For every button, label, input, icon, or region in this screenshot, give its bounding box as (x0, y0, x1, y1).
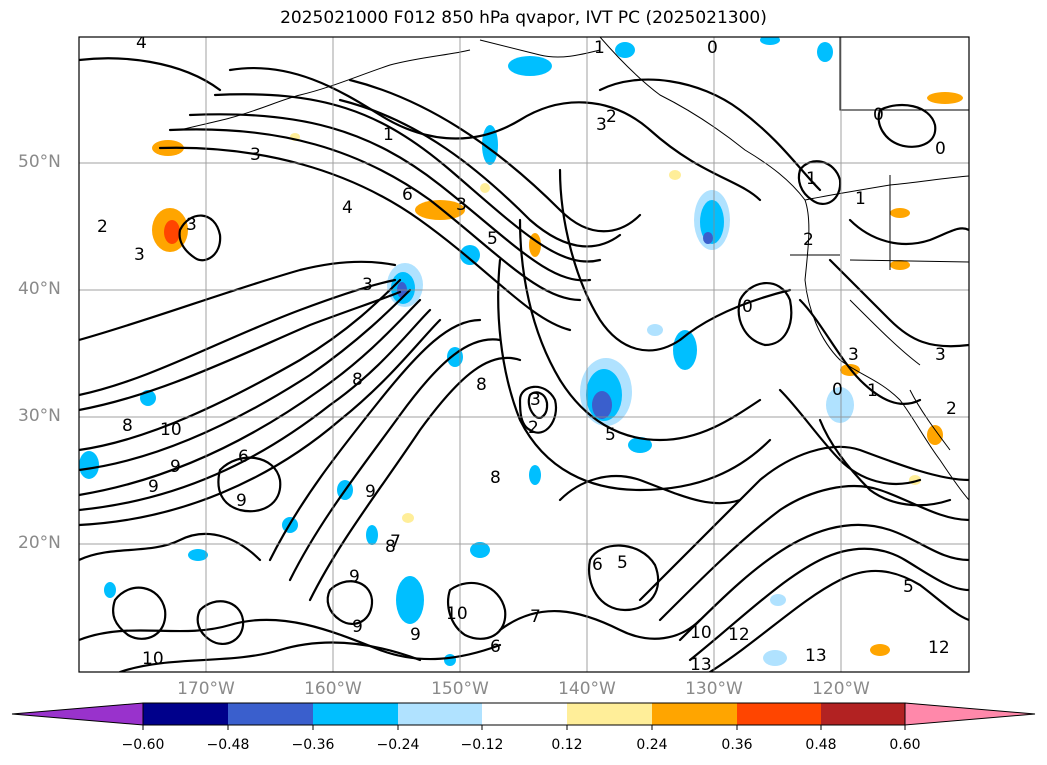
contour-label: 0 (742, 297, 753, 317)
contour-label: 6 (490, 637, 501, 657)
negative-anomaly-patches (79, 37, 854, 666)
contour-label: 9 (349, 567, 360, 587)
contour-label: 1 (383, 125, 394, 145)
coastlines (179, 37, 969, 501)
contour-label: 6 (238, 447, 249, 467)
colorbar-tick-label: −0.24 (376, 737, 420, 753)
colorbar-tick-label: −0.60 (121, 737, 165, 753)
contour-label: 9 (410, 625, 421, 645)
colorbar-tick-label: −0.48 (206, 737, 250, 753)
contour-label: 10 (446, 604, 468, 624)
contour-label: 13 (690, 655, 712, 675)
contour-label: 1 (594, 38, 605, 58)
contour-label: 5 (605, 425, 616, 445)
colorbar-tick-label: 0.24 (636, 737, 668, 753)
contour-label: 6 (592, 555, 603, 575)
gridlines (79, 37, 969, 672)
contour-label: 12 (728, 625, 750, 645)
contour-label: 3 (530, 390, 541, 410)
contour-label: 3 (186, 215, 197, 235)
colorbar-bin (313, 703, 398, 725)
contour-label: 7 (530, 607, 541, 627)
colorbar-frame (142, 702, 906, 726)
contour-label: 8 (476, 375, 487, 395)
contour-label: 0 (707, 38, 718, 58)
contour-labels: 4 3 3 2 3 4 6 5 3 3 8 8 9 10 9 9 8 9 6 8… (97, 33, 957, 675)
lon-label: 130°W (685, 679, 743, 699)
lat-label: 40°N (18, 279, 61, 299)
colorbar-bin (143, 703, 228, 725)
contour-label: 5 (617, 553, 628, 573)
contour-label: 9 (148, 477, 159, 497)
lon-label: 150°W (431, 679, 489, 699)
contour-label: 2 (803, 230, 814, 250)
contour-label: 12 (928, 638, 950, 658)
contour-label: 3 (134, 245, 145, 265)
map-title: 2025021000 F012 850 hPa qvapor, IVT PC (… (280, 8, 767, 28)
contour-label: 3 (362, 275, 373, 295)
colorbar-tick-label: 0.36 (721, 737, 753, 753)
positive-anomaly-patches (152, 92, 963, 656)
contour-label: 2 (606, 107, 617, 127)
lon-label: 140°W (558, 679, 616, 699)
colorbar (11, 702, 1036, 730)
contour-label: 8 (122, 416, 133, 436)
colorbar-bin (228, 703, 313, 725)
contour-label: 1 (806, 169, 817, 189)
contour-label: 9 (170, 457, 181, 477)
ivt-contour-lines (79, 57, 969, 672)
map-frame (78, 36, 970, 673)
contour-label: 8 (352, 370, 363, 390)
contour-label: 3 (596, 115, 607, 135)
colorbar-bin (567, 703, 652, 725)
contour-label: 0 (935, 139, 946, 159)
contour-label: 8 (385, 537, 396, 557)
contour-label: 5 (903, 577, 914, 597)
colorbar-tick-label: 0.48 (805, 737, 837, 753)
contour-label: 3 (456, 195, 467, 215)
colorbar-bin (652, 703, 737, 725)
lon-label: 120°W (812, 679, 870, 699)
contour-label: 10 (142, 649, 164, 669)
colorbar-extend-max (904, 702, 1036, 726)
contour-label: 9 (365, 482, 376, 502)
lon-label: 160°W (304, 679, 362, 699)
colorbar-bin (482, 703, 567, 725)
contour-label: 4 (342, 198, 353, 218)
lon-label: 170°W (177, 679, 235, 699)
colorbar-tick-label: −0.36 (291, 737, 335, 753)
contour-label: 13 (805, 646, 827, 666)
contour-label: 0 (832, 380, 843, 400)
contour-label: 10 (160, 420, 182, 440)
lat-label: 30°N (18, 406, 61, 426)
contour-label: 2 (528, 418, 539, 438)
contour-label: 5 (487, 229, 498, 249)
contour-label: 1 (855, 189, 866, 209)
contour-label: 9 (352, 617, 363, 637)
contour-label: 4 (136, 33, 147, 53)
contour-label: 8 (490, 468, 501, 488)
lat-label: 50°N (18, 152, 61, 172)
contour-label: 3 (935, 345, 946, 365)
colorbar-bin (821, 703, 905, 725)
contour-label: 3 (848, 345, 859, 365)
contour-label: 10 (690, 623, 712, 643)
colorbar-bin (398, 703, 482, 725)
contour-label: 3 (250, 145, 261, 165)
colorbar-tick-label: 0.12 (551, 737, 583, 753)
contour-label: 2 (97, 217, 108, 237)
colorbar-bin (737, 703, 821, 725)
colorbar-tick-label: −0.12 (460, 737, 504, 753)
map-background (79, 37, 969, 672)
contour-label: 2 (946, 399, 957, 419)
contour-label: 1 (867, 381, 878, 401)
contour-label: 7 (390, 532, 401, 552)
colorbar-extend-min (11, 702, 144, 726)
contour-label: 6 (402, 185, 413, 205)
lat-label: 20°N (18, 533, 61, 553)
contour-label: 9 (236, 491, 247, 511)
colorbar-tick-label: 0.60 (889, 737, 921, 753)
contour-label: 0 (873, 105, 884, 125)
